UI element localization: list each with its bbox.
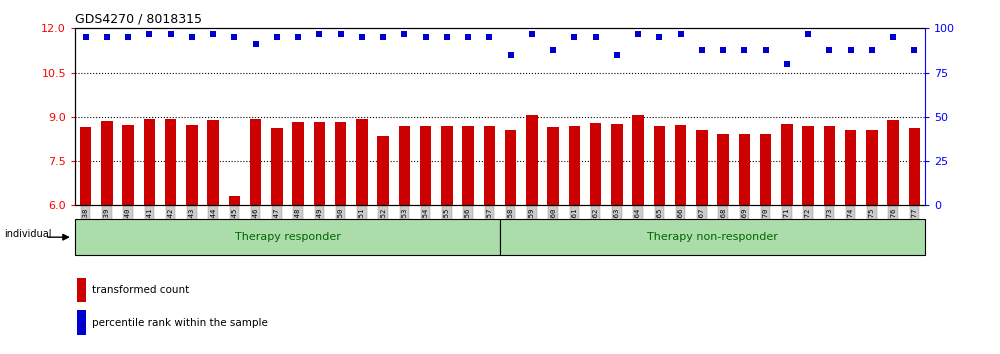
- Text: percentile rank within the sample: percentile rank within the sample: [92, 318, 268, 328]
- Point: [78, 34, 94, 40]
- Point: [141, 31, 157, 36]
- Point: [439, 34, 455, 40]
- Bar: [547, 127, 559, 205]
- Point: [354, 34, 370, 40]
- Point: [184, 34, 200, 40]
- Point: [758, 47, 774, 52]
- Point: [269, 34, 285, 40]
- Text: transformed count: transformed count: [92, 285, 189, 295]
- Text: Therapy responder: Therapy responder: [235, 232, 340, 242]
- Point: [99, 34, 115, 40]
- Point: [694, 47, 710, 52]
- Point: [248, 41, 264, 47]
- Point: [779, 61, 795, 67]
- Point: [736, 47, 752, 52]
- Point: [375, 34, 391, 40]
- Point: [481, 34, 497, 40]
- Bar: [75, 219, 500, 255]
- Point: [609, 52, 625, 58]
- Point: [226, 34, 242, 40]
- Bar: [462, 126, 474, 205]
- Bar: [569, 126, 580, 205]
- Text: Therapy non-responder: Therapy non-responder: [647, 232, 778, 242]
- Point: [630, 31, 646, 36]
- Bar: [165, 120, 176, 205]
- Bar: [611, 124, 623, 205]
- Point: [885, 34, 901, 40]
- Bar: [271, 128, 283, 205]
- Bar: [250, 119, 261, 205]
- Point: [163, 31, 179, 36]
- Point: [906, 47, 922, 52]
- Bar: [760, 134, 771, 205]
- Bar: [186, 125, 198, 205]
- Bar: [207, 120, 219, 205]
- Bar: [824, 126, 835, 205]
- Point: [588, 34, 604, 40]
- Bar: [77, 310, 86, 335]
- Bar: [590, 123, 601, 205]
- Bar: [80, 127, 91, 205]
- Bar: [122, 125, 134, 205]
- Point: [503, 52, 519, 58]
- Bar: [739, 134, 750, 205]
- Bar: [441, 126, 453, 205]
- Bar: [654, 126, 665, 205]
- Bar: [526, 115, 538, 205]
- Point: [715, 47, 731, 52]
- Point: [396, 31, 412, 36]
- Bar: [356, 119, 368, 205]
- Bar: [420, 126, 431, 205]
- Point: [333, 31, 349, 36]
- Bar: [781, 124, 793, 205]
- Bar: [717, 134, 729, 205]
- Bar: [77, 278, 86, 302]
- Bar: [335, 122, 346, 205]
- Bar: [887, 120, 899, 205]
- Point: [311, 31, 327, 36]
- Point: [864, 47, 880, 52]
- Bar: [866, 130, 878, 205]
- Bar: [802, 126, 814, 205]
- Point: [821, 47, 837, 52]
- Bar: [675, 125, 686, 205]
- Bar: [101, 121, 113, 205]
- Point: [418, 34, 434, 40]
- Bar: [632, 115, 644, 205]
- Point: [524, 31, 540, 36]
- Bar: [696, 130, 708, 205]
- Bar: [484, 126, 495, 205]
- Point: [800, 31, 816, 36]
- Point: [120, 34, 136, 40]
- Point: [651, 34, 667, 40]
- Bar: [845, 130, 856, 205]
- Point: [460, 34, 476, 40]
- Bar: [500, 219, 925, 255]
- Bar: [377, 136, 389, 205]
- Point: [545, 47, 561, 52]
- Text: individual: individual: [4, 229, 51, 239]
- Bar: [505, 130, 516, 205]
- Point: [673, 31, 689, 36]
- Bar: [314, 122, 325, 205]
- Point: [566, 34, 582, 40]
- Point: [843, 47, 859, 52]
- Point: [290, 34, 306, 40]
- Bar: [399, 126, 410, 205]
- Bar: [292, 122, 304, 205]
- Bar: [909, 128, 920, 205]
- Bar: [229, 196, 240, 205]
- Point: [205, 31, 221, 36]
- Text: GDS4270 / 8018315: GDS4270 / 8018315: [75, 13, 202, 26]
- Bar: [144, 119, 155, 205]
